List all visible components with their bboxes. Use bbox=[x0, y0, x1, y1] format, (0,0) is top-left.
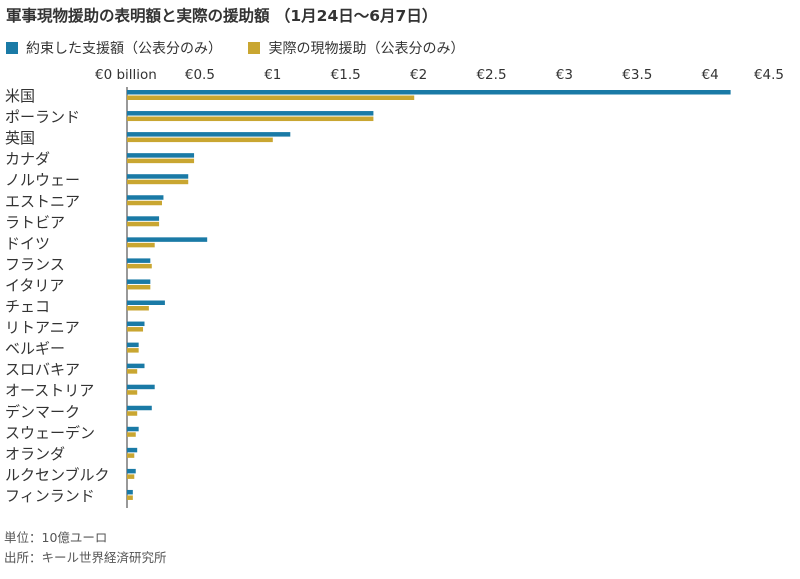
bar-committed bbox=[127, 132, 291, 137]
category-label: カナダ bbox=[5, 150, 50, 168]
bar-delivered bbox=[127, 137, 273, 143]
category-label: ノルウェー bbox=[5, 171, 80, 189]
bar-committed bbox=[127, 195, 164, 200]
category-label: 米国 bbox=[5, 87, 35, 105]
x-tick-label: €2.5 bbox=[476, 67, 506, 83]
category-label: ベルギー bbox=[5, 340, 65, 358]
category-label: エストニア bbox=[5, 192, 80, 210]
x-tick-label: €3 bbox=[556, 67, 573, 83]
bar-committed bbox=[127, 384, 155, 390]
category-label: ドイツ bbox=[5, 234, 50, 252]
bar-delivered bbox=[127, 432, 136, 437]
category-label: イタリア bbox=[5, 276, 64, 294]
bar-delivered bbox=[127, 369, 138, 374]
bar-committed bbox=[127, 279, 151, 284]
bar-committed bbox=[127, 447, 138, 453]
bar-committed bbox=[127, 405, 152, 411]
bar-committed bbox=[127, 111, 374, 116]
bar-delivered bbox=[127, 327, 144, 332]
legend-item-committed: 約束した支援額（公表分のみ） bbox=[6, 38, 222, 58]
category-label: チェコ bbox=[5, 298, 50, 316]
bar-delivered bbox=[127, 242, 155, 248]
bar-committed bbox=[127, 342, 139, 348]
bar-delivered bbox=[127, 179, 189, 185]
x-tick-label: €2 bbox=[410, 67, 427, 83]
category-label: オランダ bbox=[5, 445, 65, 463]
bar-committed bbox=[127, 174, 189, 179]
category-label: スロバキア bbox=[5, 361, 80, 379]
category-label: 英国 bbox=[5, 129, 35, 147]
legend: 約束した支援額（公表分のみ） 実際の現物援助（公表分のみ） bbox=[6, 38, 486, 58]
bar-delivered bbox=[127, 95, 415, 100]
bar-committed bbox=[127, 363, 145, 369]
x-tick-label: €1.5 bbox=[331, 67, 361, 83]
bar-committed bbox=[127, 426, 139, 432]
x-tick-label: €4 bbox=[702, 67, 719, 83]
x-tick-label: €1 bbox=[264, 67, 281, 83]
bar-delivered bbox=[127, 263, 152, 269]
category-label: フィンランド bbox=[5, 487, 95, 505]
x-tick-label: €0.5 bbox=[185, 67, 215, 83]
category-label: リトアニア bbox=[5, 319, 80, 337]
legend-swatch-committed bbox=[6, 42, 18, 54]
bar-delivered bbox=[127, 284, 151, 290]
chart-title: 軍事現物援助の表明額と実際の援助額 （1月24日〜6月7日） bbox=[6, 7, 438, 25]
legend-swatch-delivered bbox=[248, 42, 261, 54]
legend-label-committed: 約束した支援額（公表分のみ） bbox=[26, 41, 222, 57]
bar-delivered bbox=[127, 306, 149, 311]
category-label: ポーランド bbox=[5, 108, 80, 126]
legend-item-delivered: 実際の現物援助（公表分のみ） bbox=[248, 38, 464, 58]
bar-delivered bbox=[127, 495, 133, 500]
bar-committed bbox=[127, 489, 133, 495]
category-label: ルクセンブルク bbox=[5, 466, 110, 484]
category-label: オーストリア bbox=[5, 382, 94, 400]
bar-delivered bbox=[127, 348, 139, 353]
bar-delivered bbox=[127, 200, 162, 206]
bar-delivered bbox=[127, 116, 374, 122]
bar-committed bbox=[127, 237, 208, 242]
bar-committed bbox=[127, 468, 136, 474]
source-note: 出所：キール世界経済研究所 bbox=[4, 550, 167, 565]
unit-note: 単位：10億ユーロ bbox=[4, 530, 108, 545]
category-label: デンマーク bbox=[5, 403, 80, 421]
category-label: フランス bbox=[5, 255, 65, 273]
bar-delivered bbox=[127, 158, 195, 164]
bar-delivered bbox=[127, 221, 160, 227]
legend-label-delivered: 実際の現物援助（公表分のみ） bbox=[268, 41, 465, 57]
category-label: スウェーデン bbox=[5, 424, 95, 442]
bar-committed bbox=[127, 258, 151, 263]
x-tick-label: €3.5 bbox=[622, 67, 652, 83]
bar-committed bbox=[127, 153, 195, 158]
bar-committed bbox=[127, 90, 731, 95]
bar-committed bbox=[127, 321, 145, 327]
category-label: ラトビア bbox=[5, 213, 65, 231]
bar-committed bbox=[127, 300, 165, 305]
bar-delivered bbox=[127, 453, 135, 458]
x-tick-label: €4.5 bbox=[754, 67, 784, 83]
bar-delivered bbox=[127, 390, 138, 395]
bar-delivered bbox=[127, 474, 135, 479]
bar-delivered bbox=[127, 411, 138, 416]
bar-committed bbox=[127, 216, 160, 221]
x-tick-label: €0 billion bbox=[95, 67, 157, 83]
